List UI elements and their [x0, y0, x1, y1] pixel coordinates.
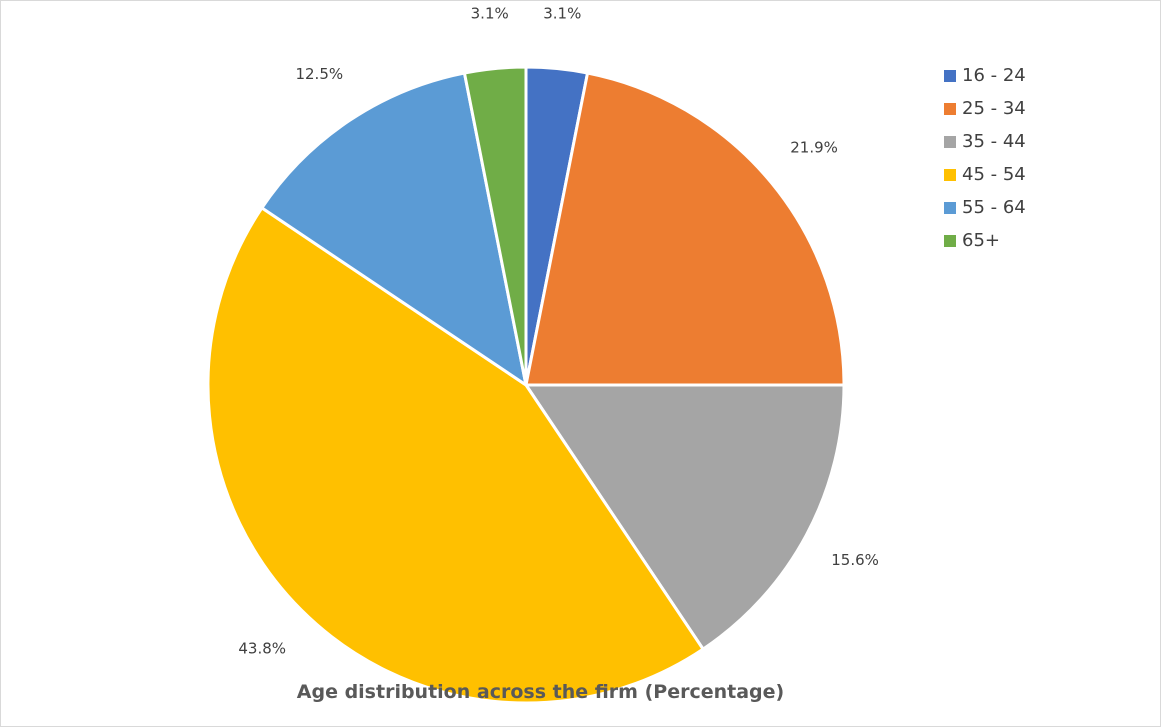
legend-swatch: [944, 234, 956, 247]
legend-item-25-34: 25 - 34: [944, 92, 1026, 125]
chart-title: Age distribution across the firm (Percen…: [296, 681, 785, 703]
legend-label: 55 - 64: [962, 197, 1026, 218]
legend-swatch: [944, 102, 956, 115]
data-label: 43.8%: [238, 639, 286, 657]
data-label: 12.5%: [295, 65, 343, 83]
pie-slice-65: [462, 65, 528, 387]
pie-slice-25-34: [524, 71, 846, 387]
legend-item-35-44: 35 - 44: [944, 125, 1026, 158]
legend: 16 - 24 25 - 34 35 - 44 45 - 54 55 - 64 …: [944, 59, 1026, 257]
legend-swatch: [944, 135, 956, 148]
legend-label: 45 - 54: [962, 164, 1026, 185]
legend-label: 25 - 34: [962, 98, 1026, 119]
legend-item-45-54: 45 - 54: [944, 158, 1026, 191]
legend-item-65-plus: 65+: [944, 224, 1026, 257]
data-label: 3.1%: [543, 4, 581, 22]
data-label: 21.9%: [790, 139, 838, 157]
legend-label: 65+: [962, 230, 1000, 251]
legend-swatch: [944, 168, 956, 181]
legend-item-55-64: 55 - 64: [944, 191, 1026, 224]
data-label: 15.6%: [831, 551, 879, 569]
pie-slice-35-44: [524, 383, 846, 651]
legend-label: 35 - 44: [962, 131, 1026, 152]
pie-slice-55-64: [260, 71, 528, 387]
legend-item-16-24: 16 - 24: [944, 59, 1026, 92]
data-label: 3.1%: [471, 4, 509, 22]
legend-label: 16 - 24: [962, 65, 1026, 86]
legend-swatch: [944, 69, 956, 82]
legend-swatch: [944, 201, 956, 214]
pie-slice-45-54: [206, 206, 705, 705]
